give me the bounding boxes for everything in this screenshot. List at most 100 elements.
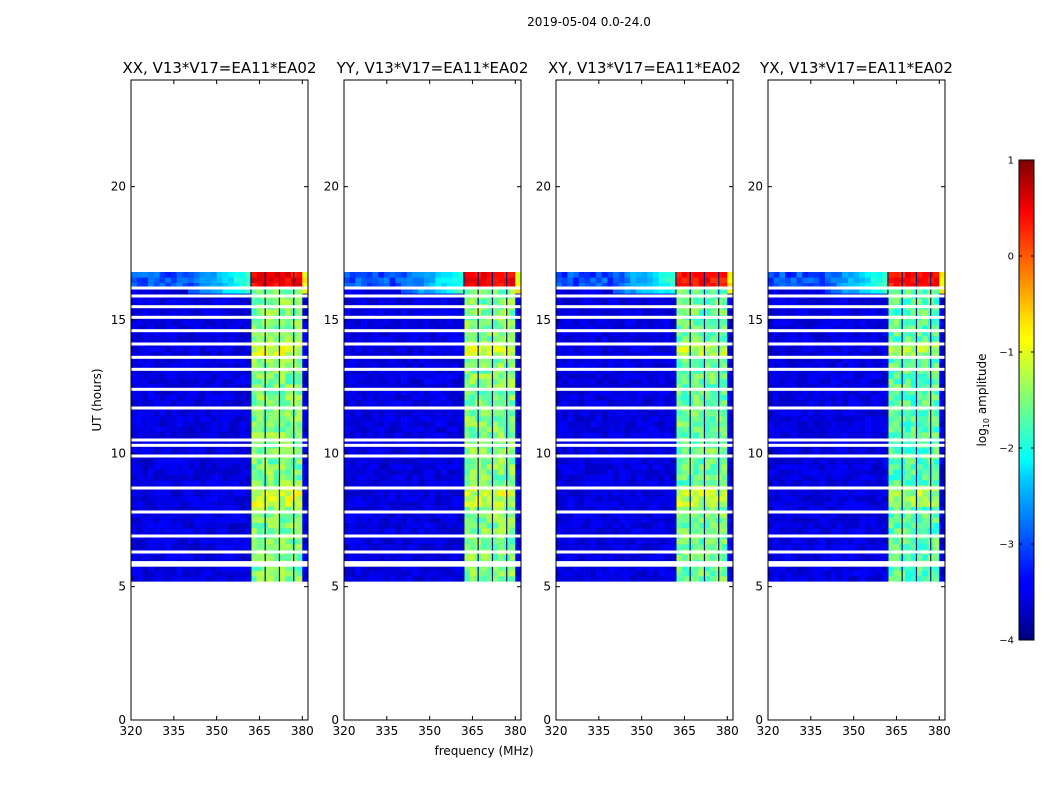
heatmap-cell [389,565,396,571]
heatmap-cell [698,501,705,507]
heatmap-cell [481,389,488,395]
heatmap-cell [378,464,385,470]
heatmap-cell [366,517,373,523]
x-tick-label: 350 [205,724,228,738]
heatmap-cell [693,373,700,379]
heatmap-cell [498,458,505,465]
heatmap-cell [268,544,275,550]
heatmap-cell [509,528,516,534]
heatmap-cell [296,336,303,342]
heatmap-cell [131,320,138,326]
heatmap-cell [429,384,436,390]
heatmap-cell [704,565,711,571]
heatmap-cell [228,421,235,427]
heatmap-cell [446,496,453,502]
heatmap-cell [159,346,166,353]
heatmap-cell [210,496,217,502]
heatmap-cell [670,464,677,470]
heatmap-cell [344,298,351,305]
heatmap-cell [635,400,642,406]
heatmap-cell [693,544,700,550]
heatmap-cell [406,570,413,577]
heatmap-cell [355,522,362,529]
heatmap-cell [670,480,677,486]
heatmap-cell [704,362,711,369]
heatmap-cell [210,384,217,390]
heatmap-cell [176,474,183,481]
heatmap-cell [727,565,734,571]
heatmap-cell [245,346,252,353]
heatmap-cell [418,432,425,438]
heatmap-cell [693,512,700,518]
heatmap-cell [406,501,413,507]
heatmap-cell [136,373,143,379]
heatmap-cell [268,480,275,486]
heatmap-cell [469,506,476,513]
heatmap-cell [279,432,286,438]
heatmap-cell [590,469,597,475]
heatmap-cell [302,501,309,507]
heatmap-cell [349,288,356,294]
flagged-gap [344,329,521,333]
heatmap-cell [136,346,143,353]
heatmap-cell [469,309,476,315]
heatmap-cell [469,298,476,305]
heatmap-cell [578,469,585,475]
heatmap-cell [590,432,597,438]
heatmap-cell [302,474,309,481]
heatmap-cell [188,346,195,353]
heatmap-cell [406,277,413,283]
heatmap-cell [441,309,448,315]
heatmap-cell [361,410,368,417]
heatmap-cell [170,576,177,582]
heatmap-cell [216,480,223,486]
heatmap-cell [131,517,138,523]
heatmap-cell [486,421,493,427]
heatmap-cell [193,357,200,363]
heatmap-cell [630,528,637,534]
heatmap-cell [383,474,390,481]
heatmap-cell [653,565,660,571]
heatmap-cell [401,464,408,470]
heatmap-cell [188,576,195,582]
heatmap-cell [142,544,149,550]
heatmap-cell [245,362,252,369]
heatmap-cell [515,416,522,422]
heatmap-cell [435,421,442,427]
heatmap-cell [446,346,453,353]
heatmap-cell [698,544,705,550]
heatmap-cell [492,506,499,513]
heatmap-cell [463,432,470,438]
heatmap-cell [693,432,700,438]
heatmap-cell [607,501,614,507]
heatmap-cell [344,506,351,513]
heatmap-cell [406,565,413,571]
heatmap-cell [239,538,246,545]
heatmap-cell [285,496,292,502]
heatmap-cell [389,416,396,422]
heatmap-cell [268,277,275,283]
heatmap-cell [704,496,711,502]
heatmap-cell [446,309,453,315]
heatmap-cell [131,416,138,422]
heatmap-cell [245,565,252,571]
heatmap-cell [250,378,257,385]
heatmap-cell [389,480,396,486]
heatmap-cell [463,421,470,427]
heatmap-cell [216,528,223,534]
heatmap-cell [721,501,728,507]
heatmap-cell [401,309,408,315]
heatmap-cell [153,410,160,417]
heatmap-cell [406,464,413,470]
heatmap-cell [296,421,303,427]
heatmap-cell [423,448,430,454]
heatmap-cell [429,373,436,379]
heatmap-cell [721,512,728,518]
heatmap-cell [435,330,442,337]
heatmap-cell [664,576,671,582]
heatmap-cell [704,378,711,385]
heatmap-cell [698,522,705,529]
heatmap-cell [561,570,568,577]
heatmap-cell [153,373,160,379]
